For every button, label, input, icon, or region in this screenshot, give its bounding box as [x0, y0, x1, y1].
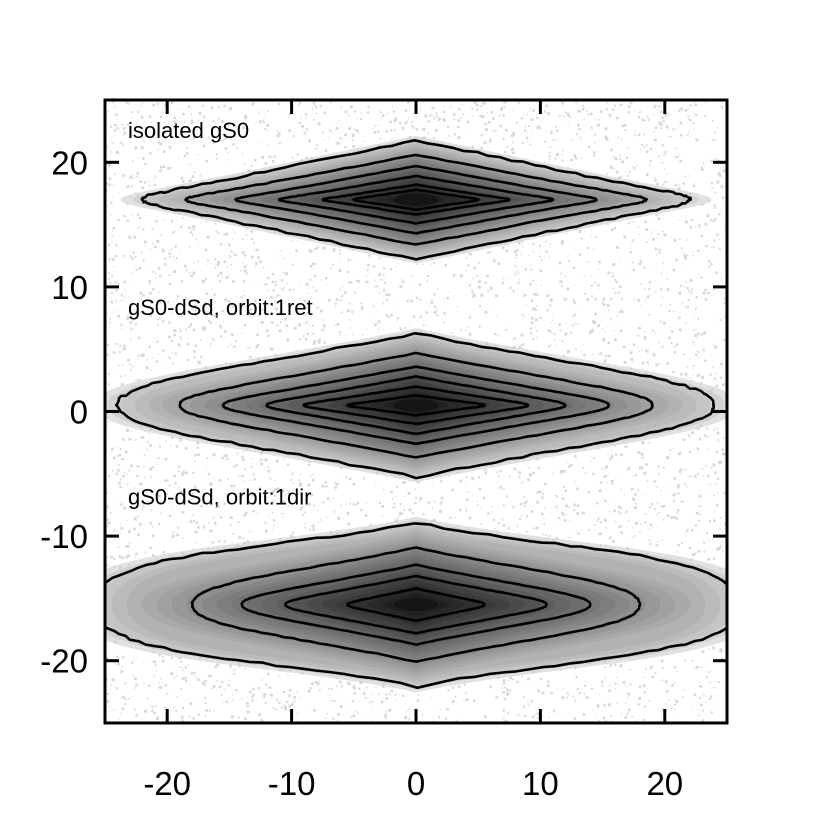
- y-tick-label: -20: [40, 643, 88, 680]
- contour-line: [302, 385, 530, 426]
- contour-line: [234, 164, 598, 235]
- contour-line: [115, 332, 716, 480]
- contour-line: [105, 522, 727, 690]
- contour-line: [178, 351, 654, 459]
- y-tick-label: 20: [51, 144, 88, 181]
- contour-lines: [105, 139, 727, 690]
- contour-line: [352, 188, 480, 212]
- x-tick-label: 10: [522, 765, 559, 802]
- x-tick-label: 0: [407, 765, 425, 802]
- density-core: [393, 193, 439, 206]
- contour-line: [284, 574, 548, 635]
- density-core: [393, 399, 439, 412]
- x-tick-label: -10: [268, 765, 316, 802]
- contour-line: [277, 174, 555, 225]
- y-tick-label: -10: [40, 518, 88, 555]
- y-tick-label: 0: [70, 394, 88, 431]
- contour-line: [221, 365, 611, 446]
- panel-label: gS0-dSd, orbit:1dir: [128, 484, 311, 509]
- axis-ticks: -20 -10 0 10 20 20 10 0 -10 -20: [40, 100, 727, 802]
- panel-labels: isolated gS0 gS0-dSd, orbit:1ret gS0-dSd, …: [128, 118, 313, 509]
- x-tick-label: 20: [646, 765, 683, 802]
- y-tick-label: 10: [51, 269, 88, 306]
- contour-line: [190, 546, 642, 663]
- panel-label: isolated gS0: [128, 118, 249, 143]
- contour-line: [240, 563, 592, 646]
- contour-line: [184, 153, 648, 246]
- density-core: [393, 598, 439, 611]
- contour-line: [346, 587, 486, 623]
- contour-line: [321, 183, 511, 216]
- contour-line: [346, 394, 486, 417]
- panel-label: gS0-dSd, orbit:1ret: [128, 295, 313, 320]
- contour-line: [140, 139, 692, 261]
- x-tick-label: -20: [143, 765, 191, 802]
- contour-line: [265, 375, 567, 436]
